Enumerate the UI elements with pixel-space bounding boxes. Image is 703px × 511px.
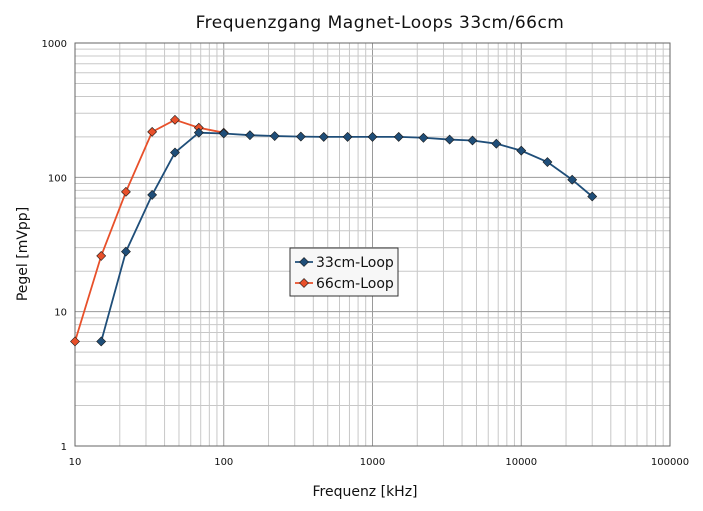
legend-box xyxy=(289,247,399,297)
legend-item: 66cm-Loop xyxy=(295,276,394,292)
data-point xyxy=(567,174,578,185)
data-point xyxy=(467,135,478,146)
data-point xyxy=(587,191,598,202)
series-group xyxy=(70,114,598,347)
legend-item: 33cm-Loop xyxy=(295,255,394,271)
data-point xyxy=(170,114,180,125)
data-point xyxy=(70,336,80,347)
data-point xyxy=(444,134,455,145)
x-tick-label: 1000 xyxy=(360,457,385,468)
data-point xyxy=(367,131,378,142)
data-point xyxy=(342,131,353,142)
data-point xyxy=(147,189,158,200)
x-tick-label: 10000 xyxy=(505,457,537,468)
data-point xyxy=(96,336,107,347)
y-tick-label: 1000 xyxy=(42,39,67,50)
data-point xyxy=(418,132,429,143)
x-tick-label: 100000 xyxy=(651,457,689,468)
y-axis-label: Pegel [mVpp] xyxy=(15,207,31,301)
x-tick-label: 100 xyxy=(214,457,233,468)
legend-label: 66cm-Loop xyxy=(316,276,394,292)
x-tick-label: 10 xyxy=(69,457,82,468)
plot-area-frame xyxy=(74,42,671,447)
data-point xyxy=(516,145,527,156)
data-point xyxy=(295,131,306,142)
data-point xyxy=(147,126,158,137)
legend-label: 33cm-Loop xyxy=(316,255,394,271)
y-tick-label: 100 xyxy=(48,173,67,184)
data-point xyxy=(218,128,229,139)
y-tick-label: 10 xyxy=(54,308,67,319)
data-point xyxy=(121,186,131,197)
x-axis-label: Frequenz [kHz] xyxy=(312,484,417,500)
data-point xyxy=(491,138,502,149)
data-point xyxy=(193,127,204,138)
chart-title: Frequenzgang Magnet-Loops 33cm/66cm xyxy=(196,13,565,33)
data-point xyxy=(269,131,280,141)
legend-marker xyxy=(299,278,309,288)
series-33cm-loop xyxy=(96,127,598,347)
data-point xyxy=(393,131,404,142)
data-point xyxy=(170,147,180,158)
data-point xyxy=(245,130,255,141)
legend: 33cm-Loop 66cm-Loop xyxy=(289,247,399,297)
y-tick-label: 1 xyxy=(61,442,67,453)
data-point xyxy=(542,157,553,167)
data-point xyxy=(121,246,131,257)
data-point xyxy=(318,131,329,142)
legend-marker xyxy=(299,257,309,267)
grid xyxy=(74,43,670,447)
data-point xyxy=(96,250,107,261)
